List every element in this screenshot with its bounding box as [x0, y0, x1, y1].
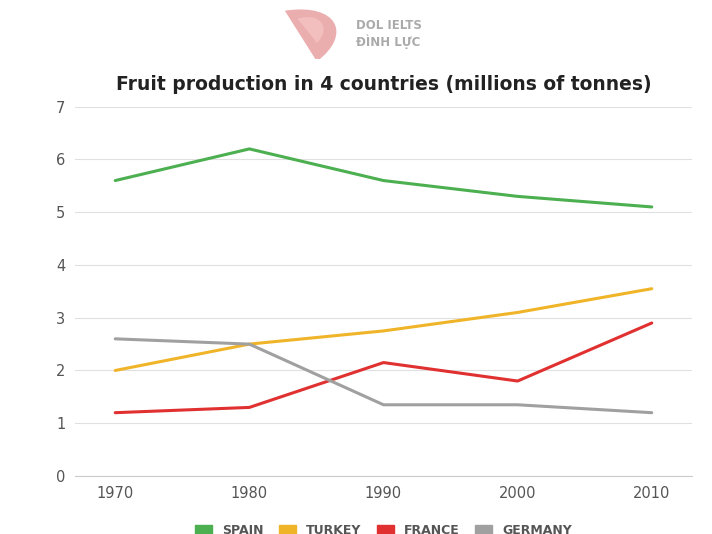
Text: DOL IELTS: DOL IELTS — [356, 19, 422, 32]
Legend: SPAIN, TURKEY, FRANCE, GERMANY: SPAIN, TURKEY, FRANCE, GERMANY — [190, 519, 577, 534]
Text: ĐÌNH LỰC: ĐÌNH LỰC — [356, 35, 420, 49]
PathPatch shape — [298, 17, 323, 43]
PathPatch shape — [285, 10, 337, 61]
Title: Fruit production in 4 countries (millions of tonnes): Fruit production in 4 countries (million… — [115, 75, 651, 94]
